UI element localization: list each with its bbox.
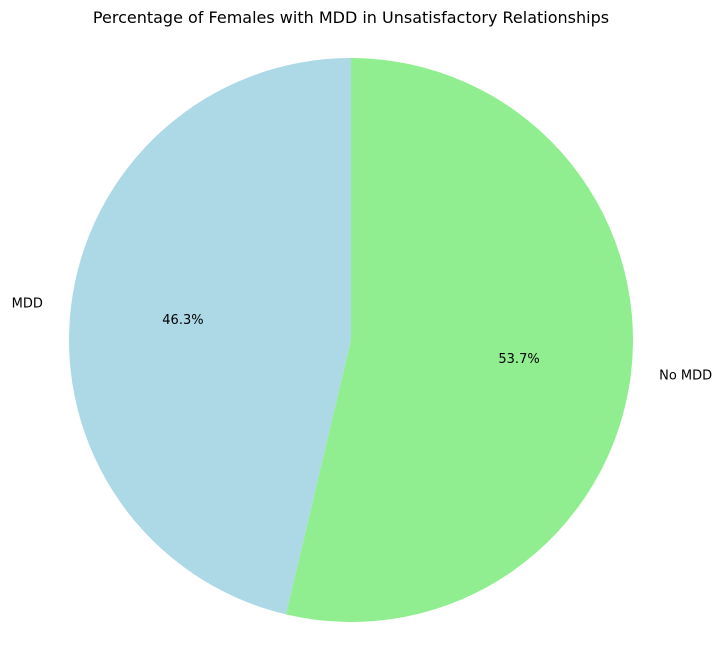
pie-labels: 46.3% MDD 53.7% No MDD [12, 297, 713, 384]
pie-value-label-mdd: 46.3% [162, 313, 203, 328]
pie-category-label-mdd: MDD [12, 297, 43, 312]
pie-category-label-no-mdd: No MDD [659, 368, 712, 383]
pie-slice-no-mdd [286, 58, 633, 622]
pie-slice-mdd [68, 58, 352, 615]
chart-title: Percentage of Females with MDD in Unsati… [92, 8, 610, 27]
pie-value-label-no-mdd: 53.7% [498, 352, 539, 367]
pie-slices [68, 58, 633, 622]
